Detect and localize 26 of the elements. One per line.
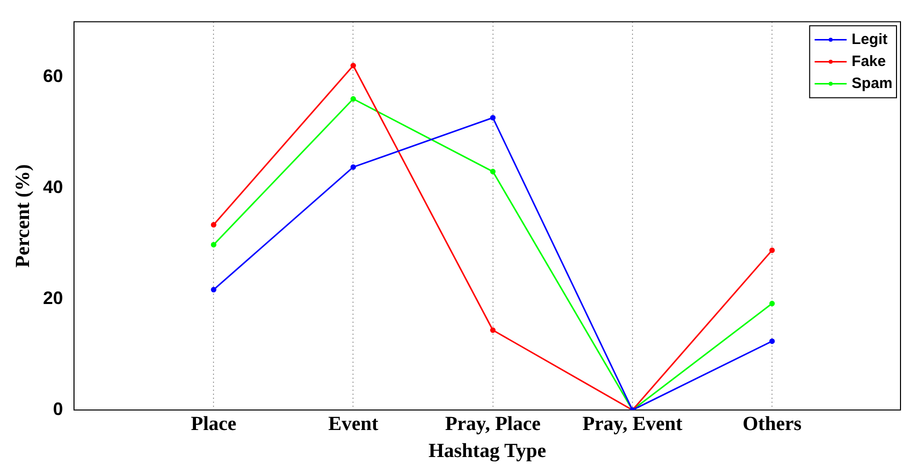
x-axis-title: Hashtag Type (428, 440, 546, 462)
point (769, 338, 775, 344)
y-tick-label: 40 (42, 177, 64, 198)
x-tick-label: Place (190, 413, 237, 436)
y-tick-label: 0 (53, 398, 64, 419)
point (210, 242, 216, 248)
point (490, 168, 496, 174)
point (490, 114, 496, 120)
point (350, 164, 356, 170)
x-tick-label: Others (742, 413, 802, 436)
y-tick-label: 20 (42, 288, 64, 308)
x-tick-label: Pray, Event (582, 413, 683, 436)
x-tick-label: Pray, Place (445, 413, 541, 436)
point (210, 286, 216, 292)
y-tick-label: 60 (42, 66, 64, 86)
point (210, 222, 216, 228)
y-axis-title: Percent (%) (12, 164, 34, 268)
legend-label: Fake (852, 52, 886, 70)
point (769, 248, 775, 254)
point (350, 62, 356, 68)
point (490, 327, 496, 333)
point (350, 96, 356, 102)
point (769, 300, 775, 306)
legend-label: Spam (852, 74, 893, 92)
legend-label: Legit (852, 30, 888, 48)
x-tick-label: Event (328, 413, 379, 436)
